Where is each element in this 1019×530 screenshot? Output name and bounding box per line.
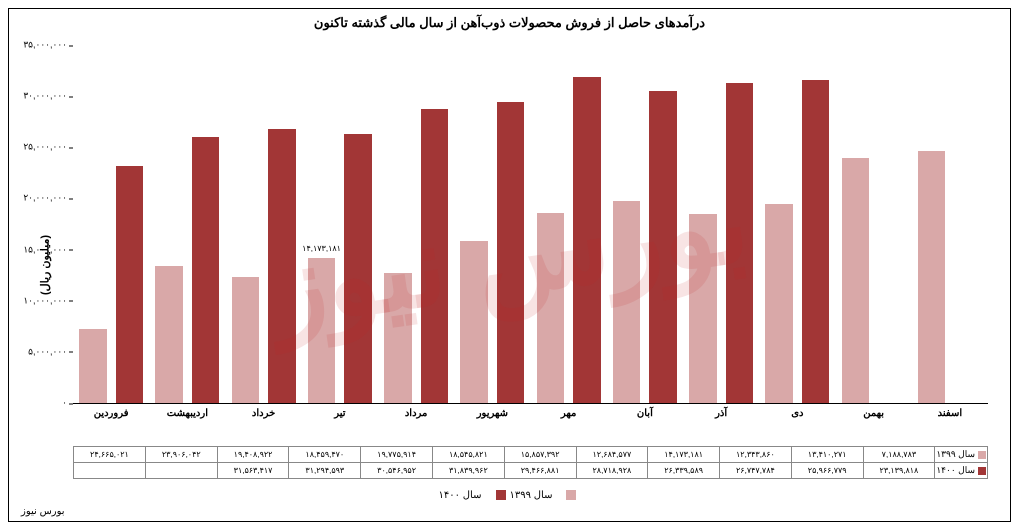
table-row: سال ۱۳۹۹۷,۱۸۸,۷۸۳۱۳,۴۱۰,۲۷۱۱۲,۳۴۳,۸۶۰۱۴,… [74, 447, 988, 463]
legend-label: سال ۱۳۹۹ [510, 490, 553, 501]
y-tick: ۵,۰۰۰,۰۰۰ [28, 346, 67, 357]
bar [421, 109, 448, 403]
bar [344, 134, 371, 403]
bar [384, 273, 411, 403]
x-category-label: اردیبهشت [167, 408, 208, 419]
data-cell: ۲۳,۱۳۹,۸۱۸ [863, 463, 935, 479]
bar [726, 83, 753, 403]
bar [802, 80, 829, 403]
data-cell: ۱۸,۵۴۵,۸۲۱ [432, 447, 504, 463]
data-cell: ۲۹,۴۶۶,۸۸۱ [504, 463, 576, 479]
bar: ۱۴,۱۷۳,۱۸۱ [308, 258, 335, 403]
data-cell: ۳۱,۵۶۳,۴۱۷ [217, 463, 289, 479]
bar [649, 91, 676, 403]
x-category-label: مرداد [405, 408, 428, 419]
x-category-label: تیر [334, 408, 345, 419]
bars-layer: ۱۴,۱۷۳,۱۸۱ [73, 45, 988, 403]
x-category-label: شهریور [477, 408, 508, 419]
x-category-label: فروردین [94, 408, 129, 419]
data-cell: ۱۲,۳۴۳,۸۶۰ [720, 447, 792, 463]
table-row: سال ۱۴۰۰۲۳,۱۳۹,۸۱۸۲۵,۹۶۶,۷۷۹۲۶,۷۴۷,۷۸۴۲۶… [74, 463, 988, 479]
bar [613, 201, 640, 403]
bar [268, 129, 295, 403]
data-cell: ۲۳,۹۰۶,۰۴۲ [145, 447, 217, 463]
y-tick: ۳۵,۰۰۰,۰۰۰ [23, 40, 67, 51]
bar [573, 77, 600, 403]
plot-area: ۱۴,۱۷۳,۱۸۱ [73, 45, 988, 403]
bar [460, 241, 487, 403]
data-cell [145, 463, 217, 479]
bar [537, 213, 564, 403]
y-tick: ۲۵,۰۰۰,۰۰۰ [23, 142, 67, 153]
x-category-label: خرداد [252, 408, 275, 419]
bar [765, 204, 792, 403]
y-tick: ۱۵,۰۰۰,۰۰۰ [23, 244, 67, 255]
data-cell: ۱۸,۴۵۹,۴۷۰ [289, 447, 361, 463]
y-axis: ۰۵,۰۰۰,۰۰۰۱۰,۰۰۰,۰۰۰۱۵,۰۰۰,۰۰۰۲۰,۰۰۰,۰۰۰… [9, 45, 71, 403]
bar [918, 151, 945, 403]
bar [155, 266, 182, 403]
series-name-cell: سال ۱۳۹۹ [935, 447, 988, 463]
data-cell: ۲۴,۶۶۵,۰۲۱ [74, 447, 146, 463]
bar [842, 158, 869, 403]
y-tick: ۲۰,۰۰۰,۰۰۰ [23, 193, 67, 204]
legend-swatch [496, 490, 506, 500]
x-category-label: بهمن [863, 408, 884, 419]
bar [689, 214, 716, 403]
data-cell: ۱۵,۸۵۷,۳۹۲ [504, 447, 576, 463]
data-cell: ۱۲,۶۸۴,۵۷۷ [576, 447, 648, 463]
bar [79, 329, 106, 403]
legend-swatch [978, 451, 986, 459]
data-cell: ۲۵,۹۶۶,۷۷۹ [791, 463, 863, 479]
data-cell: ۱۴,۱۷۳,۱۸۱ [648, 447, 720, 463]
x-category-label: اسفند [938, 408, 962, 419]
legend-swatch [978, 467, 986, 475]
bar [232, 277, 259, 403]
data-cell [74, 463, 146, 479]
data-cell: ۳۰,۵۴۶,۹۵۲ [361, 463, 433, 479]
legend: سال ۱۳۹۹ سال ۱۴۰۰ [9, 490, 1010, 501]
y-tick: ۱۰,۰۰۰,۰۰۰ [23, 295, 67, 306]
legend-label: سال ۱۴۰۰ [439, 490, 482, 501]
chart-title: درآمدهای حاصل از فروش محصولات ذوب‌آهن از… [9, 15, 1010, 31]
x-category-label: مهر [561, 408, 576, 419]
legend-swatch [566, 490, 576, 500]
y-tick: ۰ [62, 398, 67, 409]
data-cell: ۱۳,۴۱۰,۲۷۱ [791, 447, 863, 463]
data-cell: ۳۱,۸۳۹,۹۶۲ [432, 463, 504, 479]
data-cell: ۲۸,۷۱۸,۹۲۸ [576, 463, 648, 479]
y-tick: ۳۰,۰۰۰,۰۰۰ [23, 91, 67, 102]
bar [192, 137, 219, 403]
data-cell: ۲۶,۷۴۷,۷۸۴ [720, 463, 792, 479]
footer-credit: بورس نیوز [21, 506, 65, 517]
chart-container: درآمدهای حاصل از فروش محصولات ذوب‌آهن از… [8, 8, 1011, 522]
data-cell: ۷,۱۸۸,۷۸۳ [863, 447, 935, 463]
data-cell: ۳۱,۲۹۴,۵۹۳ [289, 463, 361, 479]
bar [497, 102, 524, 403]
x-category-label: دی [791, 408, 803, 419]
data-table: سال ۱۳۹۹۷,۱۸۸,۷۸۳۱۳,۴۱۰,۲۷۱۱۲,۳۴۳,۸۶۰۱۴,… [73, 446, 988, 479]
series-name-cell: سال ۱۴۰۰ [935, 463, 988, 479]
bar-value-label: ۱۴,۱۷۳,۱۸۱ [302, 244, 341, 253]
x-axis: فروردین اردیبهشت خرداد تیر مرداد شهریور مهر آبا… [73, 403, 988, 451]
data-cell: ۱۹,۷۷۵,۹۱۴ [361, 447, 433, 463]
data-cell: ۱۹,۴۰۸,۹۲۲ [217, 447, 289, 463]
x-category-label: آبان [637, 408, 653, 419]
data-cell: ۲۶,۳۳۹,۵۸۹ [648, 463, 720, 479]
bar [116, 166, 143, 403]
x-category-label: آذر [715, 408, 727, 419]
